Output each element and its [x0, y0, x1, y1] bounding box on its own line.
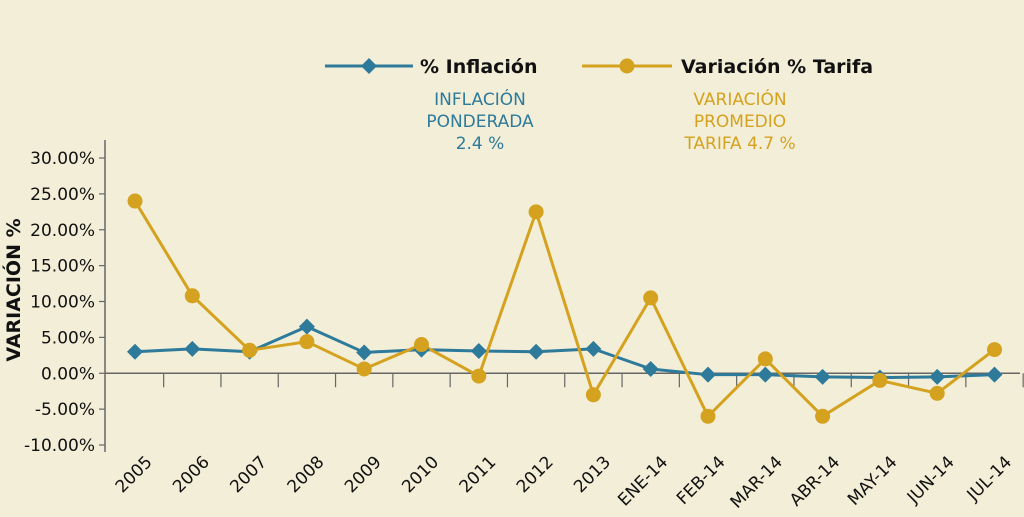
- inflacion-point: [757, 366, 774, 383]
- x-tick-label: JUN-14: [903, 452, 959, 508]
- x-tick-label: 2006: [169, 452, 214, 497]
- tarifa-point: [872, 372, 888, 388]
- y-tick-label: 30.00%: [30, 149, 95, 169]
- y-tick-label: 15.00%: [30, 257, 95, 277]
- tarifa-point: [757, 351, 773, 367]
- annotation-inflacion-line-3: 2.4 %: [456, 134, 505, 154]
- x-tick-label: 2007: [226, 452, 271, 497]
- inflacion-point: [356, 344, 373, 361]
- y-tick-label: 25.00%: [30, 185, 95, 205]
- legend: % Inflación Variación % Tarifa: [325, 56, 873, 78]
- annotation-inflacion-line-1: INFLACIÓN: [434, 88, 526, 110]
- legend-label-inflacion: % Inflación: [420, 56, 538, 78]
- tarifa-point: [700, 408, 716, 424]
- annotation-tarifa-line-1: VARIACIÓN: [693, 88, 786, 110]
- tarifa-point: [585, 387, 601, 403]
- tarifa-point: [242, 342, 258, 358]
- x-tick-label: 2013: [570, 452, 615, 497]
- inflacion-point: [642, 360, 659, 377]
- tarifa-point: [471, 368, 487, 384]
- annotation-inflacion: INFLACIÓN PONDERADA 2.4 %: [426, 88, 534, 154]
- inflacion-point: [929, 368, 946, 385]
- tarifa-point: [815, 408, 831, 424]
- inflacion-point: [700, 366, 716, 383]
- x-tick-label: 2005: [112, 452, 157, 497]
- tarifa-point: [127, 193, 143, 209]
- tarifa-point: [643, 290, 659, 306]
- y-axis-label: VARIACIÓN %: [1, 218, 25, 361]
- tarifa-point: [414, 337, 429, 353]
- x-tick-label: ENE-14: [614, 452, 672, 510]
- legend-label-tarifa: Variación % Tarifa: [681, 56, 873, 78]
- x-tick-label: MAY-14: [844, 452, 901, 509]
- x-tick-label: JUL-14: [963, 452, 1016, 505]
- tarifa-point: [299, 334, 315, 350]
- circle-marker-icon: [619, 58, 635, 74]
- y-tick-label: -5.00%: [35, 400, 95, 420]
- inflacion-point: [298, 318, 315, 335]
- annotation-inflacion-line-2: PONDERADA: [426, 112, 534, 132]
- tarifa-point: [356, 361, 372, 377]
- annotation-tarifa-line-2: PROMEDIO: [694, 112, 786, 132]
- tarifa-line: [133, 200, 996, 418]
- annotation-tarifa-line-3: TARIFA 4.7 %: [683, 134, 795, 154]
- y-tick-label: 0.00%: [41, 364, 95, 384]
- y-tick-label: 10.00%: [30, 293, 95, 313]
- inflacion-point: [127, 343, 143, 360]
- x-tick-label: MAR-14: [727, 452, 787, 512]
- inflacion-point: [470, 343, 487, 360]
- x-tick-label: 2008: [284, 452, 329, 497]
- inflacion-point: [528, 343, 545, 360]
- inflacion-line: [134, 325, 995, 380]
- y-tick-label: 5.00%: [41, 328, 95, 348]
- tarifa-point: [528, 204, 544, 220]
- legend-item-tarifa: Variación % Tarifa: [582, 56, 873, 78]
- inflacion-point: [585, 340, 602, 357]
- tarifa-point: [987, 342, 1002, 358]
- legend-item-inflacion: % Inflación: [325, 56, 538, 78]
- x-tick-label: 2011: [456, 452, 501, 497]
- y-tick-label: -10.00%: [24, 436, 95, 456]
- annotation-tarifa: VARIACIÓN PROMEDIO TARIFA 4.7 %: [683, 88, 795, 154]
- tarifa-point: [929, 385, 945, 401]
- x-tick-label: 2012: [513, 452, 558, 497]
- inflacion-point: [814, 368, 831, 385]
- x-tick-label: FEB-14: [673, 452, 730, 509]
- diamond-marker-icon: [361, 58, 377, 74]
- inflacion-point: [184, 340, 201, 357]
- inflacion-point: [986, 366, 1003, 383]
- x-tick-label: 2009: [341, 452, 386, 497]
- y-tick-label: 20.00%: [30, 221, 95, 241]
- tarifa-point: [184, 288, 200, 304]
- x-tick-label: 2010: [398, 452, 443, 497]
- x-tick-label: ABR-14: [786, 452, 844, 510]
